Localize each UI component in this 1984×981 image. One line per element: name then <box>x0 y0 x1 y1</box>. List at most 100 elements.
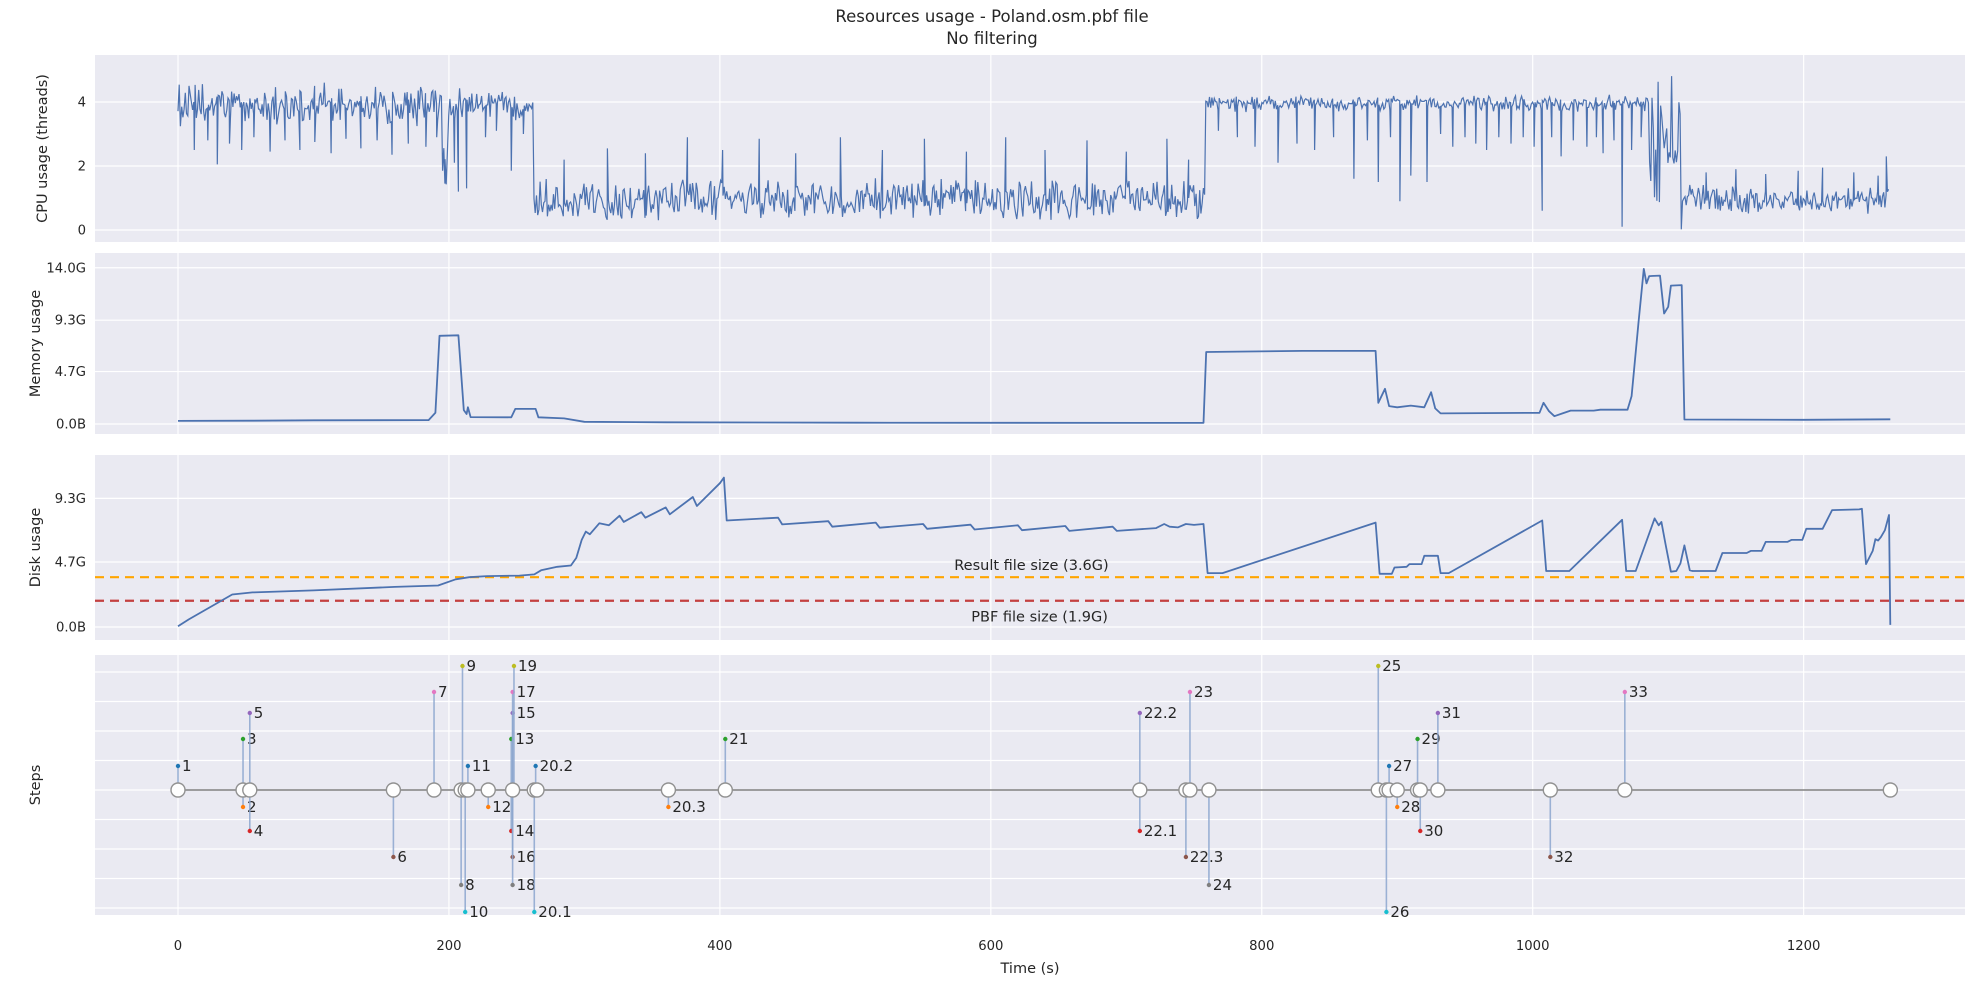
step-event-label: 16 <box>517 848 536 866</box>
step-event-label: 10 <box>469 903 488 921</box>
step-event-label: 11 <box>472 757 491 775</box>
step-event-dot <box>460 663 465 669</box>
disk-axis-label: Disk usage <box>28 508 44 588</box>
step-event-label: 22.3 <box>1190 848 1223 866</box>
step-event-dot <box>511 663 517 669</box>
step-event-label: 20.2 <box>540 757 573 775</box>
step-event-label: 24 <box>1213 876 1232 894</box>
step-event-label: 13 <box>515 730 534 748</box>
cpu-ytick-label: 4 <box>78 96 86 111</box>
step-event-dot <box>1206 882 1212 888</box>
x-tick-label: 400 <box>707 939 732 954</box>
x-tick-label: 0 <box>174 939 182 954</box>
step-event-label: 2 <box>247 798 257 816</box>
step-event-label: 5 <box>254 704 264 722</box>
step-event-label: 32 <box>1554 848 1573 866</box>
timeline-marker <box>242 782 258 798</box>
steps-axis-label: Steps <box>28 765 44 806</box>
cpu-panel: 0 2 4 CPU usage (threads) <box>35 55 1965 242</box>
step-event-dot <box>1395 804 1400 810</box>
step-event-label: 4 <box>254 822 264 840</box>
step-event-dot <box>391 854 396 860</box>
memory-plot-area <box>95 253 1965 434</box>
memory-axis-label: Memory usage <box>28 290 44 397</box>
timeline-marker <box>1412 782 1428 798</box>
step-event-dot <box>240 736 246 742</box>
cpu-gridlines <box>177 55 1805 242</box>
cpu-ytick-label: 0 <box>78 224 86 239</box>
step-event-dot <box>666 804 671 810</box>
step-event-dot <box>247 710 252 716</box>
disk-y-gridlines <box>95 497 1965 628</box>
x-tick-label: 1000 <box>1516 939 1550 954</box>
disk-plot-area <box>95 455 1965 640</box>
step-event-dot <box>723 736 728 742</box>
timeline-marker <box>504 782 521 798</box>
timeline-marker <box>460 782 476 798</box>
step-event-label: 26 <box>1390 903 1409 921</box>
disk-panel: 0.0B 4.7G 9.3G Result file size (3.6G) PBF f… <box>28 455 1965 640</box>
timeline-marker <box>1617 782 1633 798</box>
step-event-dot <box>431 689 437 695</box>
step-event-dot <box>465 763 471 769</box>
figure-title: Resources usage - Poland.osm.pbf file <box>835 7 1149 26</box>
timeline-marker <box>1542 782 1559 798</box>
figure-subtitle: No filtering <box>946 29 1038 48</box>
step-event-dot <box>1384 909 1389 915</box>
disk-ytick-label: 9.3G <box>55 492 86 507</box>
memory-series-line <box>177 268 1891 424</box>
step-event-dot <box>462 909 468 915</box>
step-event-label: 23 <box>1194 683 1213 701</box>
step-event-label: 25 <box>1382 657 1401 675</box>
step-event-label: 14 <box>515 822 534 840</box>
step-event-dot <box>458 882 464 888</box>
step-event-dot <box>1386 763 1392 769</box>
step-event-label: 8 <box>465 876 475 894</box>
disk-gridlines <box>177 455 1805 640</box>
memory-ytick-label: 4.7G <box>55 365 86 380</box>
disk-series-line <box>177 476 1892 628</box>
step-event-label: 20.1 <box>538 903 571 921</box>
step-event-dot <box>510 882 515 888</box>
timeline-marker <box>480 782 496 798</box>
x-tick-label: 1200 <box>1787 939 1821 954</box>
step-event-dot <box>1622 689 1628 695</box>
cpu-axis-label: CPU usage (threads) <box>35 74 51 223</box>
timeline-marker <box>1182 782 1198 798</box>
step-event-label: 20.3 <box>672 798 705 816</box>
memory-ytick-label: 14.0G <box>46 261 86 276</box>
step-event-stems: 1234567891011121314151617181920.120.220.… <box>175 657 1648 921</box>
steps-plot-area <box>95 655 1965 915</box>
step-event-dot <box>532 909 537 915</box>
memory-ytick-label: 9.3G <box>55 314 86 329</box>
timeline-marker <box>1201 782 1217 798</box>
disk-ytick-label: 4.7G <box>55 555 86 570</box>
x-axis: 0 200 400 600 800 1000 1200 Time (s) <box>174 939 1821 977</box>
step-event-dot <box>1137 828 1143 834</box>
memory-ytick-label: 0.0B <box>56 418 86 433</box>
timeline-marker <box>1430 782 1446 798</box>
result-size-label: Result file size (3.6G) <box>954 558 1108 574</box>
step-event-label: 21 <box>729 730 748 748</box>
step-event-label: 31 <box>1442 704 1461 722</box>
step-event-label: 7 <box>438 683 448 701</box>
memory-gridlines <box>177 253 1805 434</box>
step-event-label: 28 <box>1401 798 1420 816</box>
timeline-marker <box>1389 782 1405 798</box>
x-tick-label: 800 <box>1249 939 1274 954</box>
cpu-series-line <box>177 76 1890 230</box>
step-event-label: 18 <box>517 876 536 894</box>
step-event-label: 6 <box>397 848 407 866</box>
timeline-marker <box>385 782 402 798</box>
memory-y-gridlines <box>95 267 1965 425</box>
timeline-marker <box>529 782 545 798</box>
step-event-dot <box>1187 689 1193 695</box>
timeline-marker <box>1882 782 1899 798</box>
step-event-dot <box>533 763 538 769</box>
step-event-label: 15 <box>517 704 536 722</box>
step-event-dot <box>1415 736 1420 742</box>
step-event-label: 29 <box>1422 730 1441 748</box>
timeline-marker <box>426 782 442 798</box>
